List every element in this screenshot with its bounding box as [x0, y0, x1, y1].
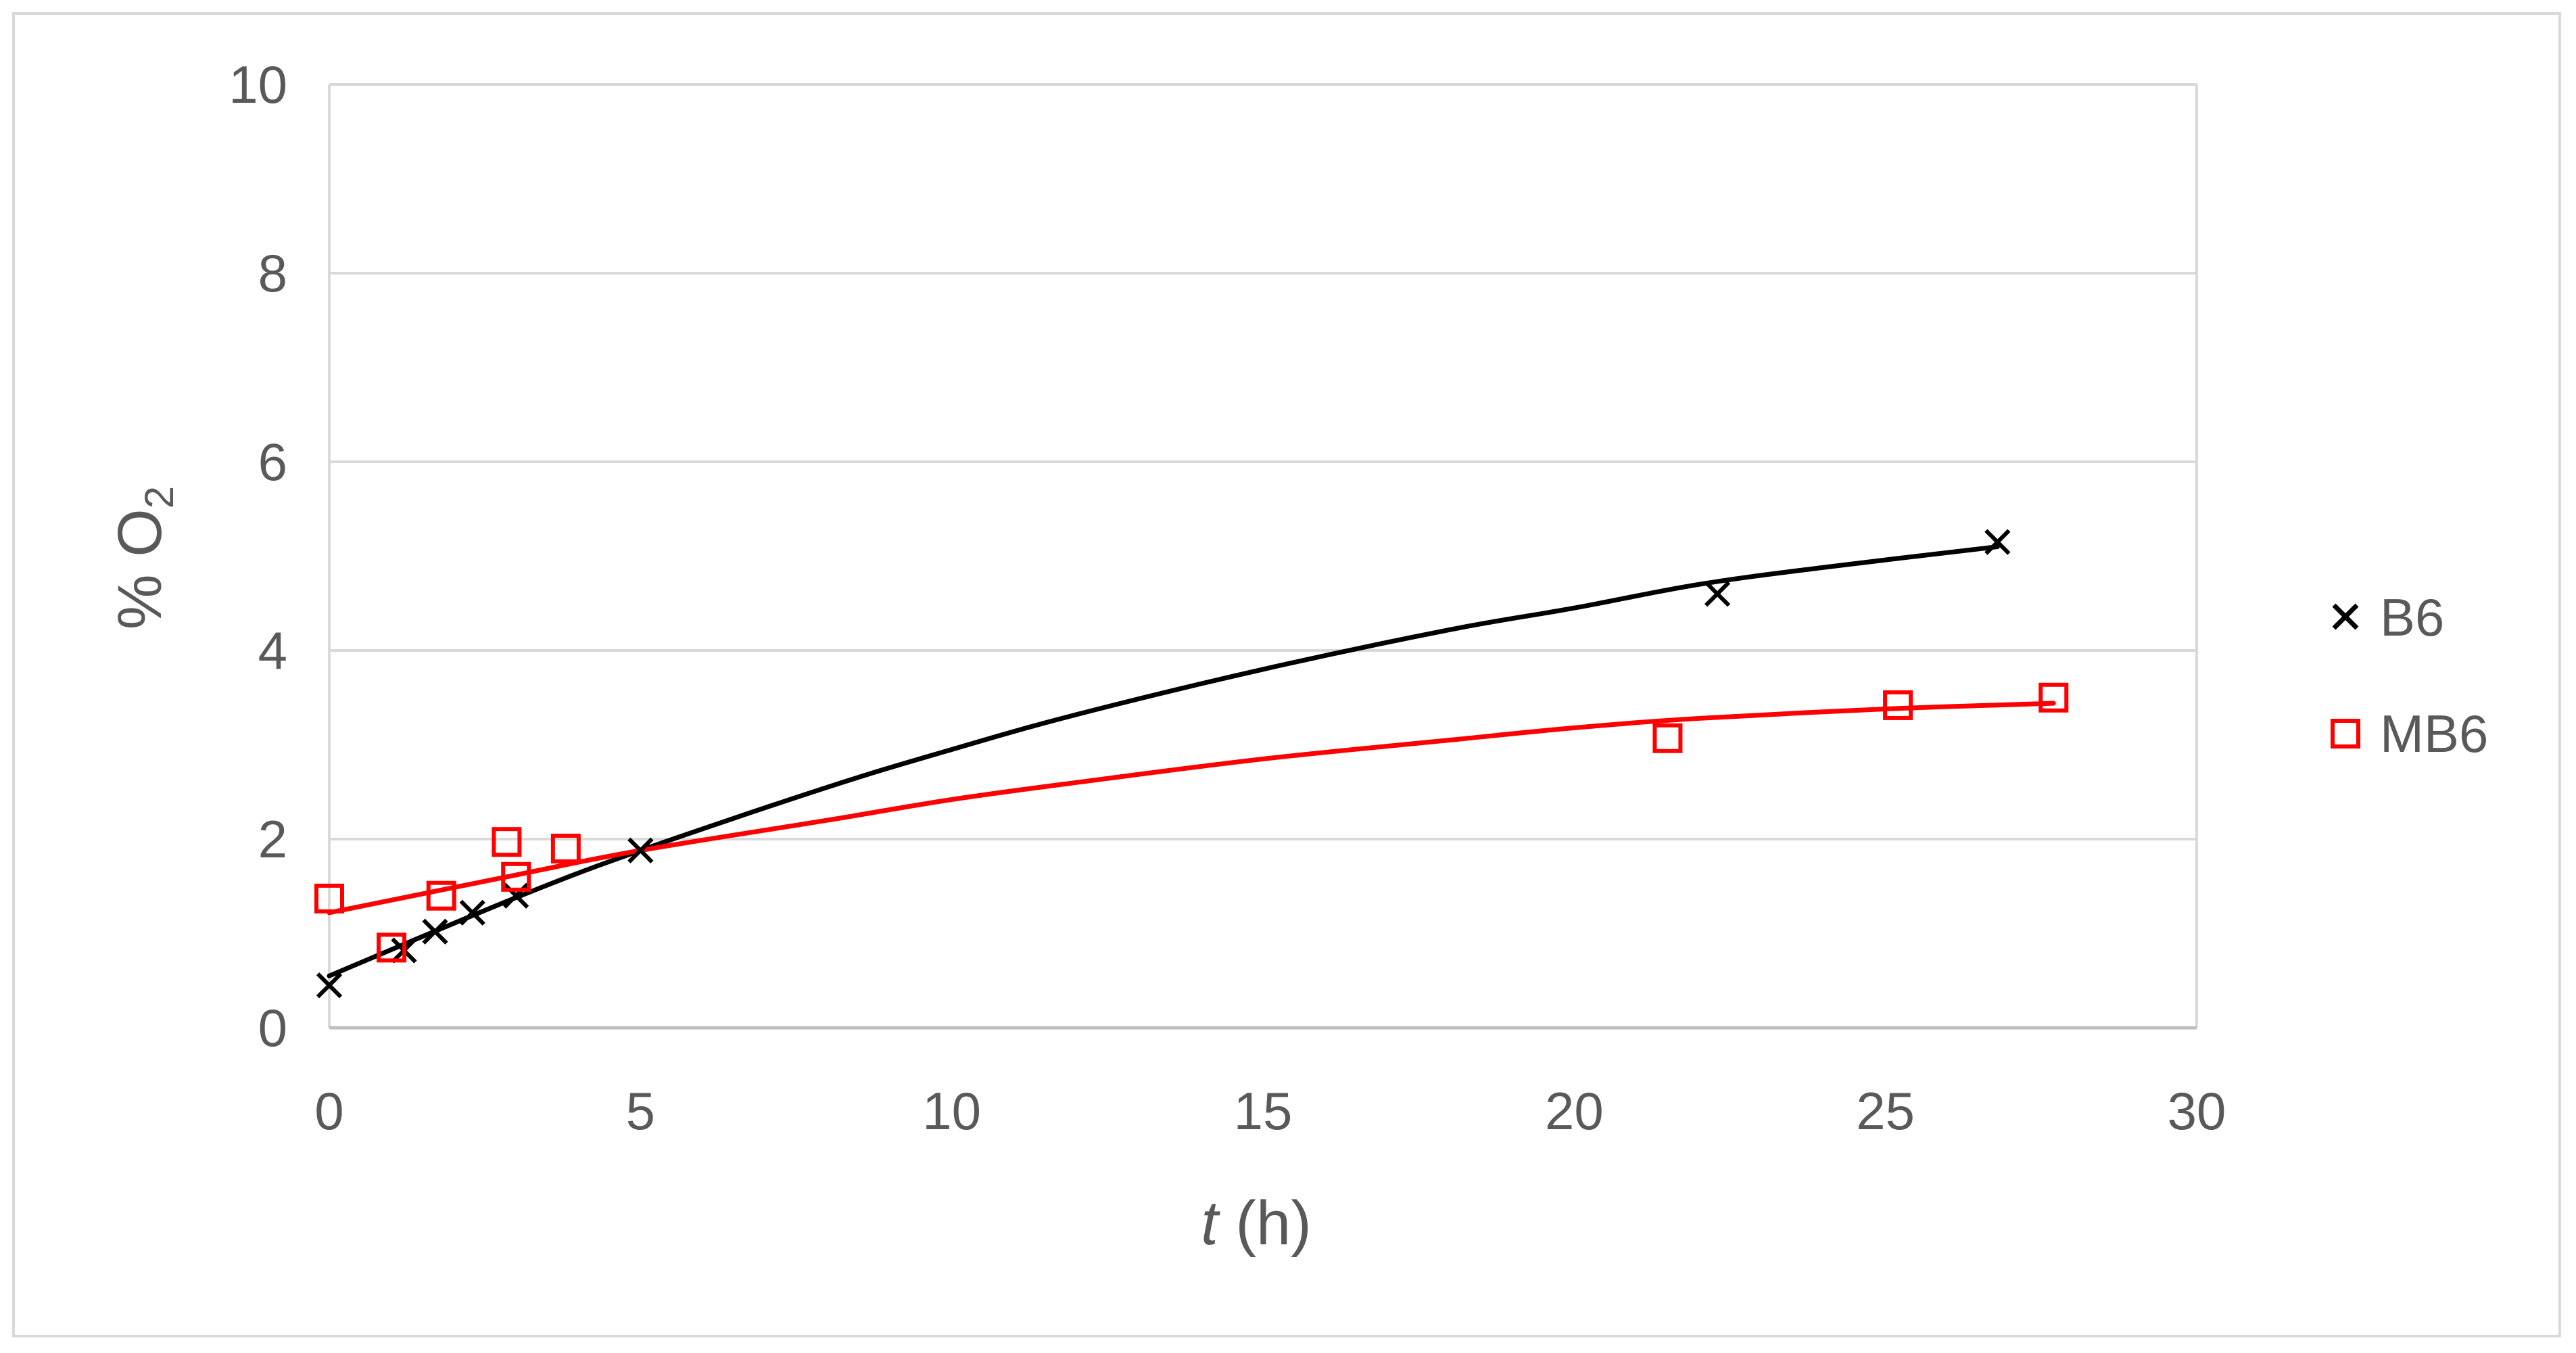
- legend-label-b6: B6: [2380, 588, 2444, 647]
- data-point-mb6: [501, 861, 531, 892]
- y-axis-title-subscript: 2: [137, 486, 182, 508]
- legend: B6 MB6: [2331, 588, 2488, 763]
- data-point-b6: [627, 837, 654, 863]
- x-tick-label: 0: [314, 1081, 343, 1141]
- trendlines: [327, 544, 2056, 978]
- axes: [328, 85, 2198, 1030]
- data-point-b6: [422, 918, 448, 945]
- data-point-mb6: [2038, 682, 2069, 713]
- y-axis-title-main: % O: [105, 508, 174, 630]
- x-tick-label: 10: [922, 1081, 981, 1141]
- legend-item-mb6: MB6: [2331, 704, 2488, 763]
- y-tick-label: 4: [258, 621, 287, 680]
- data-point-mb6: [492, 827, 522, 857]
- gridlines: [329, 83, 2197, 840]
- y-tick-label: 8: [258, 243, 287, 303]
- y-tick-label: 10: [229, 55, 287, 114]
- y-axis-title: % O2: [105, 486, 182, 630]
- y-tick-label: 6: [258, 432, 287, 492]
- x-axis-title-unit: (h): [1218, 1189, 1312, 1258]
- y-tick-label: 2: [258, 809, 287, 869]
- x-axis-title: t (h): [1201, 1189, 1312, 1258]
- x-tick-label: 20: [1545, 1081, 1604, 1141]
- tick-labels: 0 2 4 6 8 10 0 5 10 15 20 25 30: [229, 55, 2226, 1141]
- data-point-mb6: [377, 932, 407, 963]
- data-point-b6: [1984, 529, 2011, 555]
- x-tick-label: 5: [626, 1081, 655, 1141]
- trendline-mb6: [327, 701, 2056, 916]
- data-point-b6: [459, 899, 485, 926]
- data-points: [314, 529, 2069, 999]
- legend-label-mb6: MB6: [2380, 704, 2488, 763]
- x-axis-title-italic: t: [1201, 1189, 1220, 1258]
- trendline-b6: [327, 544, 2000, 978]
- data-point-mb6: [550, 833, 581, 863]
- legend-marker-mb6: [2331, 719, 2360, 749]
- y-tick-label: 0: [258, 998, 287, 1058]
- legend-marker-b6: [2332, 603, 2359, 630]
- x-tick-label: 30: [2168, 1081, 2226, 1141]
- data-point-mb6: [314, 883, 344, 913]
- x-tick-label: 15: [1234, 1081, 1293, 1141]
- chart-frame: [12, 12, 2561, 1337]
- data-point-mb6: [426, 880, 456, 911]
- legend-item-b6: B6: [2332, 588, 2444, 647]
- data-point-mb6: [1652, 723, 1683, 753]
- data-point-b6: [316, 972, 343, 999]
- x-tick-label: 25: [1856, 1081, 1915, 1141]
- data-point-mb6: [1883, 690, 1913, 720]
- data-point-b6: [1704, 581, 1731, 607]
